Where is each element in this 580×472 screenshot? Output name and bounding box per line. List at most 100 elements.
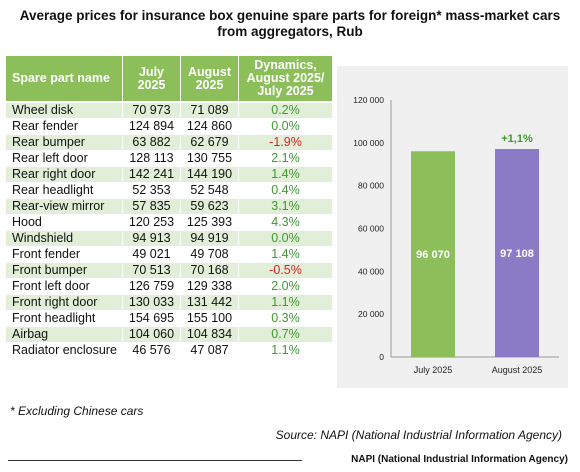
title-line-1: Average prices for insurance box genuine… (19, 8, 561, 23)
table-row: Airbag 104 060 104 834 0.7% (6, 327, 332, 343)
y-tick-label: 120 000 (353, 95, 384, 105)
part-name-cell: Hood (6, 215, 122, 231)
table-row: Rear fender 124 894 124 860 0.0% (6, 119, 332, 135)
august-value-cell: 124 860 (180, 119, 238, 135)
july-value-cell: 49 021 (122, 247, 180, 263)
august-value-cell: 130 755 (180, 151, 238, 167)
bar-value-label: 97 108 (500, 248, 534, 260)
table-row: Wheel disk 70 973 71 089 0.2% (6, 103, 332, 119)
divider (8, 460, 302, 461)
july-value-cell: 124 894 (122, 119, 180, 135)
august-value-cell: 94 919 (180, 231, 238, 247)
y-tick-label: 20 000 (358, 309, 384, 319)
growth-annotation: +1,1% (501, 133, 533, 145)
july-value-cell: 128 113 (122, 151, 180, 167)
table-row: Front fender 49 021 49 708 1.4% (6, 247, 332, 263)
dynamics-cell: -0.5% (238, 263, 332, 279)
july-value-cell: 104 060 (122, 327, 180, 343)
table-row: Front right door 130 033 131 442 1.1% (6, 295, 332, 311)
july-value-cell: 70 973 (122, 103, 180, 119)
bar (411, 151, 455, 357)
table-row: Hood 120 253 125 393 4.3% (6, 215, 332, 231)
part-name-cell: Airbag (6, 327, 122, 343)
august-value-cell: 70 168 (180, 263, 238, 279)
table-row: Radiator enclosure 46 576 47 087 1.1% (6, 343, 332, 359)
table-row: Windshield 94 913 94 919 0.0% (6, 231, 332, 247)
header-august-2025: August 2025 (180, 56, 238, 103)
table-row: Rear bumper 63 882 62 679 -1.9% (6, 135, 332, 151)
august-value-cell: 62 679 (180, 135, 238, 151)
y-tick-label: 0 (379, 352, 384, 362)
part-name-cell: Rear left door (6, 151, 122, 167)
july-value-cell: 52 353 (122, 183, 180, 199)
y-tick-label: 40 000 (358, 266, 384, 276)
title-line-2: from aggregators, Rub (217, 24, 363, 39)
dynamics-cell: 1.4% (238, 167, 332, 183)
table-row: Rear headlight 52 353 52 548 0.4% (6, 183, 332, 199)
part-name-cell: Rear headlight (6, 183, 122, 199)
august-value-cell: 131 442 (180, 295, 238, 311)
august-value-cell: 47 087 (180, 343, 238, 359)
x-tick-label: August 2025 (492, 365, 543, 375)
august-value-cell: 129 338 (180, 279, 238, 295)
bar-value-label: 96 070 (416, 249, 450, 261)
dynamics-cell: 0.0% (238, 231, 332, 247)
august-value-cell: 125 393 (180, 215, 238, 231)
part-name-cell: Front bumper (6, 263, 122, 279)
july-value-cell: 154 695 (122, 311, 180, 327)
y-tick-label: 100 000 (353, 138, 384, 148)
y-tick-label: 60 000 (358, 224, 384, 234)
x-tick-label: July 2025 (414, 365, 453, 375)
july-value-cell: 126 759 (122, 279, 180, 295)
july-value-cell: 57 835 (122, 199, 180, 215)
table-row: Rear right door 142 241 144 190 1.4% (6, 167, 332, 183)
august-value-cell: 49 708 (180, 247, 238, 263)
august-value-cell: 52 548 (180, 183, 238, 199)
dynamics-cell: 3.1% (238, 199, 332, 215)
header-spare-part-name: Spare part name (6, 56, 122, 103)
table-header-row: Spare part name July 2025 August 2025 Dyna… (6, 56, 332, 103)
august-value-cell: 59 623 (180, 199, 238, 215)
part-name-cell: Wheel disk (6, 103, 122, 119)
chart-panel: 0 20 000 40 000 60 000 80 000 100 000 120 000 9… (337, 66, 568, 388)
august-value-cell: 144 190 (180, 167, 238, 183)
dynamics-cell: 1.4% (238, 247, 332, 263)
july-value-cell: 120 253 (122, 215, 180, 231)
july-value-cell: 94 913 (122, 231, 180, 247)
chart-title: Average prices for insurance box genuine… (0, 8, 580, 40)
dynamics-cell: 0.3% (238, 311, 332, 327)
part-name-cell: Front fender (6, 247, 122, 263)
part-name-cell: Front headlight (6, 311, 122, 327)
august-value-cell: 155 100 (180, 311, 238, 327)
july-value-cell: 70 513 (122, 263, 180, 279)
header-july-2025: July 2025 (122, 56, 180, 103)
part-name-cell: Front right door (6, 295, 122, 311)
table-row: Rear-view mirror 57 835 59 623 3.1% (6, 199, 332, 215)
part-name-cell: Front left door (6, 279, 122, 295)
july-value-cell: 130 033 (122, 295, 180, 311)
table-row: Front left door 126 759 129 338 2.0% (6, 279, 332, 295)
part-name-cell: Windshield (6, 231, 122, 247)
dynamics-cell: 0.0% (238, 119, 332, 135)
part-name-cell: Rear bumper (6, 135, 122, 151)
dynamics-cell: 0.4% (238, 183, 332, 199)
july-value-cell: 63 882 (122, 135, 180, 151)
dynamics-cell: -1.9% (238, 135, 332, 151)
header-dynamics: Dynamics, August 2025/July 2025 (238, 56, 332, 103)
july-value-cell: 142 241 (122, 167, 180, 183)
footnote: * Excluding Chinese cars (10, 404, 144, 418)
august-value-cell: 104 834 (180, 327, 238, 343)
dynamics-cell: 2.0% (238, 279, 332, 295)
table-row: Front headlight 154 695 155 100 0.3% (6, 311, 332, 327)
dynamics-cell: 0.2% (238, 103, 332, 119)
y-tick-label: 80 000 (358, 181, 384, 191)
dynamics-cell: 1.1% (238, 343, 332, 359)
dynamics-cell: 4.3% (238, 215, 332, 231)
table-row: Rear left door 128 113 130 755 2.1% (6, 151, 332, 167)
part-name-cell: Rear fender (6, 119, 122, 135)
bar (495, 149, 539, 357)
source-note: Source: NAPI (National Industrial Inform… (275, 428, 562, 442)
table-body: Wheel disk 70 973 71 089 0.2% Rear fender 124… (6, 103, 332, 359)
table-row: Front bumper 70 513 70 168 -0.5% (6, 263, 332, 279)
bar-chart: 0 20 000 40 000 60 000 80 000 100 000 120 000 9… (353, 95, 559, 375)
